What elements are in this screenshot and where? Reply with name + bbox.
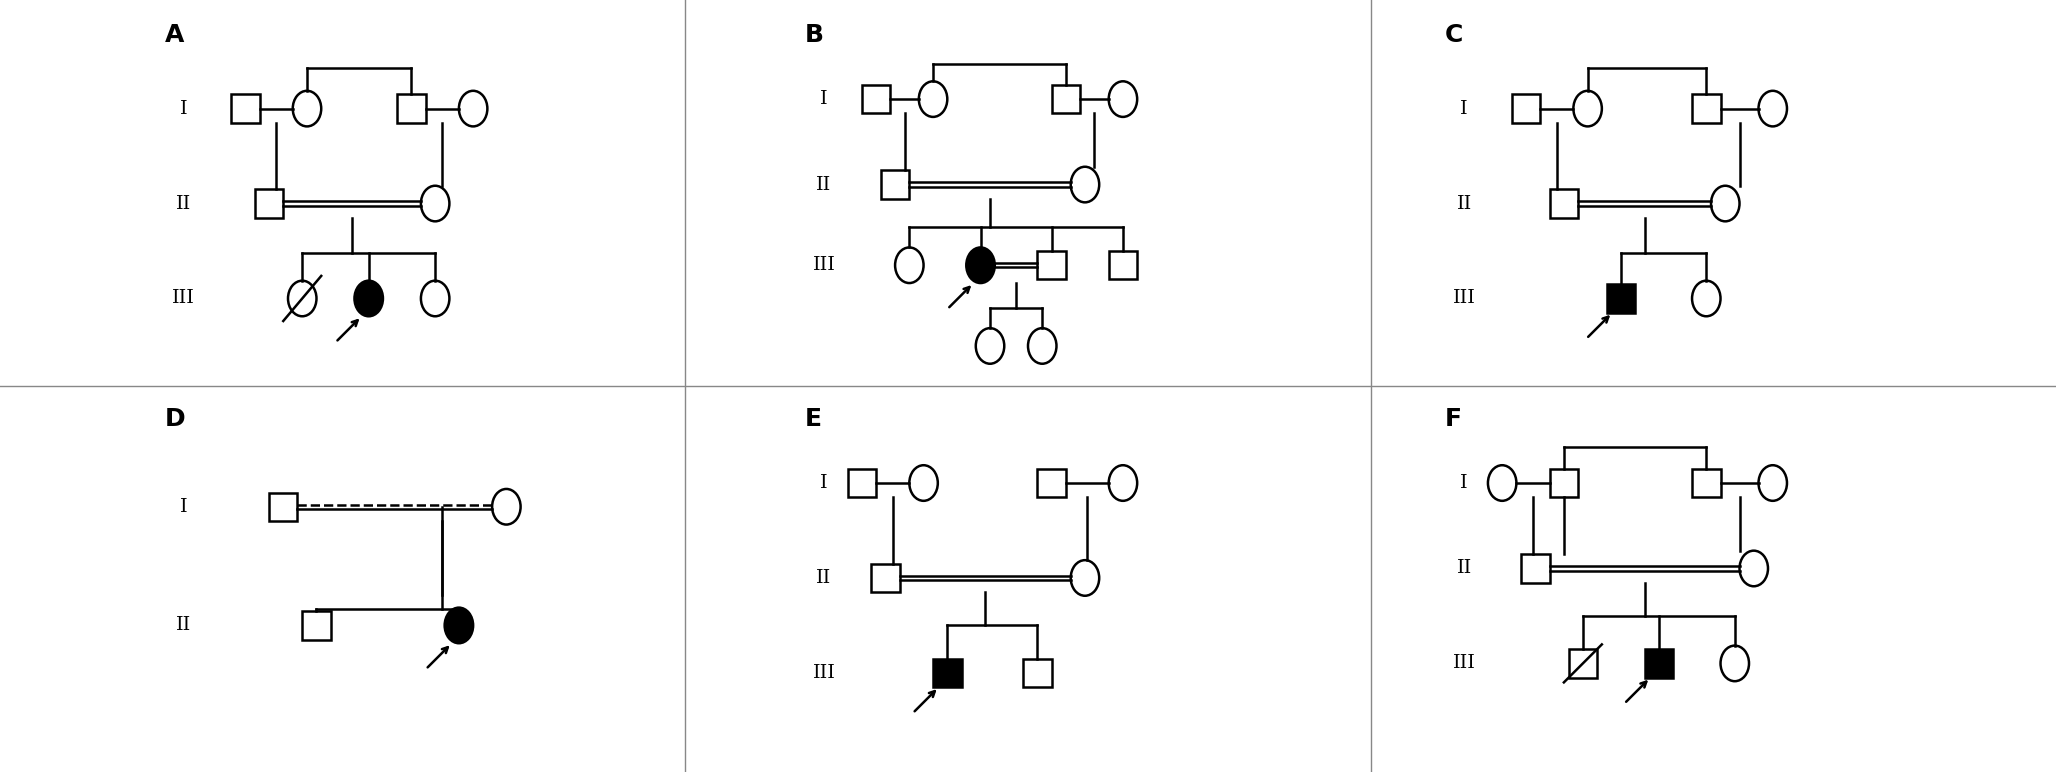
- Text: F: F: [1445, 407, 1462, 431]
- Text: I: I: [179, 498, 187, 516]
- Text: B: B: [804, 23, 824, 47]
- Text: II: II: [177, 195, 191, 212]
- Bar: [880, 171, 909, 198]
- Text: II: II: [177, 616, 191, 635]
- Ellipse shape: [444, 608, 473, 643]
- Text: I: I: [179, 100, 187, 117]
- Text: III: III: [173, 290, 195, 307]
- Bar: [1521, 554, 1550, 583]
- Bar: [1606, 284, 1635, 313]
- Bar: [1038, 469, 1065, 497]
- Ellipse shape: [966, 248, 995, 283]
- Text: III: III: [1454, 655, 1476, 672]
- Text: II: II: [816, 175, 831, 194]
- Text: III: III: [812, 256, 835, 274]
- Bar: [1108, 251, 1137, 279]
- Text: C: C: [1445, 23, 1464, 47]
- Text: III: III: [1454, 290, 1476, 307]
- Bar: [302, 611, 331, 640]
- Text: I: I: [1460, 474, 1468, 492]
- Bar: [269, 493, 298, 521]
- Bar: [861, 85, 890, 113]
- Bar: [397, 94, 426, 123]
- Text: E: E: [804, 407, 822, 431]
- Text: III: III: [812, 664, 835, 682]
- Bar: [1692, 94, 1721, 123]
- Bar: [1038, 251, 1065, 279]
- Bar: [1024, 659, 1053, 687]
- Bar: [933, 659, 962, 687]
- Text: I: I: [1460, 100, 1468, 117]
- Bar: [255, 189, 284, 218]
- Bar: [847, 469, 876, 497]
- Text: I: I: [820, 90, 829, 108]
- Text: A: A: [164, 23, 183, 47]
- Text: II: II: [816, 569, 831, 587]
- Ellipse shape: [354, 281, 382, 317]
- Text: D: D: [164, 407, 185, 431]
- Bar: [1550, 469, 1579, 497]
- Bar: [872, 564, 901, 592]
- Text: II: II: [1456, 560, 1472, 577]
- Bar: [1053, 85, 1079, 113]
- Bar: [1645, 649, 1674, 678]
- Bar: [1550, 189, 1579, 218]
- Bar: [230, 94, 259, 123]
- Text: II: II: [1456, 195, 1472, 212]
- Bar: [1692, 469, 1721, 497]
- Bar: [1511, 94, 1540, 123]
- Bar: [1569, 649, 1598, 678]
- Text: I: I: [820, 474, 829, 492]
